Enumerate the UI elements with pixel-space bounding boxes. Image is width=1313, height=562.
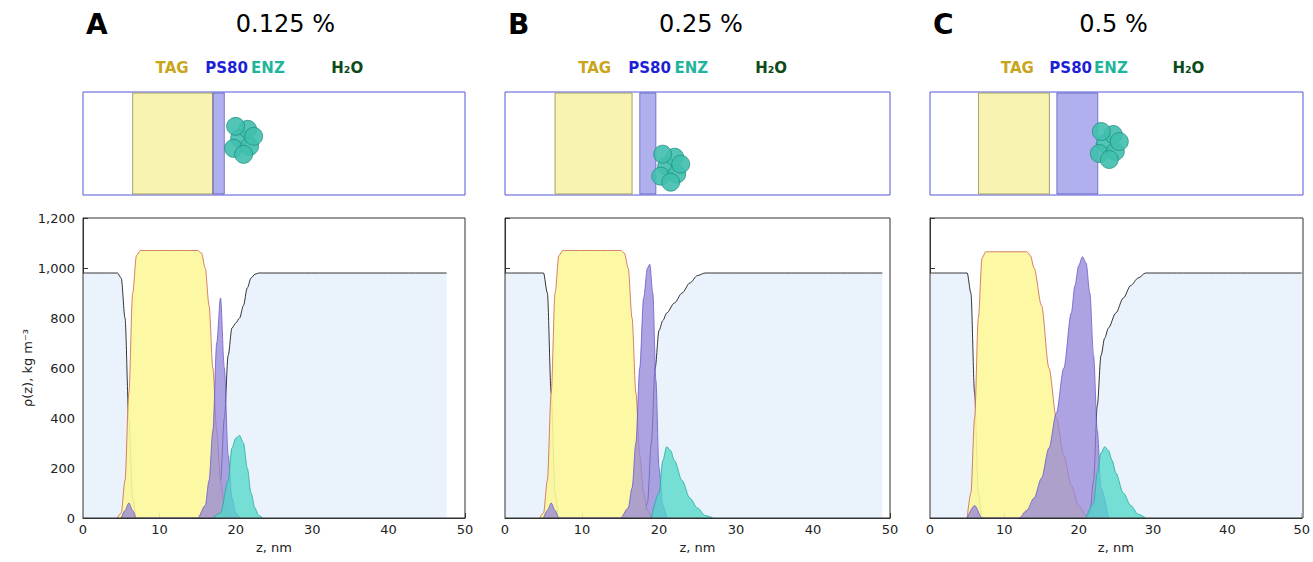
svg-text:ENZ: ENZ <box>1094 59 1128 77</box>
svg-text:ENZ: ENZ <box>251 59 285 77</box>
svg-text:30: 30 <box>1145 522 1162 537</box>
svg-text:0.25 %: 0.25 % <box>659 10 743 38</box>
svg-text:0: 0 <box>926 522 934 537</box>
svg-text:50: 50 <box>457 522 474 537</box>
svg-text:0.125 %: 0.125 % <box>236 10 335 38</box>
svg-text:40: 40 <box>1219 522 1236 537</box>
svg-text:B: B <box>508 8 529 41</box>
svg-text:z, nm: z, nm <box>680 540 716 555</box>
svg-text:200: 200 <box>50 461 75 476</box>
svg-text:0: 0 <box>501 522 509 537</box>
svg-text:z, nm: z, nm <box>256 540 292 555</box>
svg-text:H₂O: H₂O <box>1172 59 1204 77</box>
svg-text:50: 50 <box>1293 522 1310 537</box>
svg-text:ρ(z), kg m⁻³: ρ(z), kg m⁻³ <box>20 329 35 407</box>
svg-text:10: 10 <box>151 522 168 537</box>
svg-text:10: 10 <box>574 522 591 537</box>
svg-text:30: 30 <box>728 522 745 537</box>
svg-text:600: 600 <box>50 361 75 376</box>
svg-text:20: 20 <box>1070 522 1087 537</box>
svg-text:50: 50 <box>882 522 899 537</box>
svg-text:400: 400 <box>50 411 75 426</box>
svg-text:z, nm: z, nm <box>1098 540 1134 555</box>
svg-text:40: 40 <box>805 522 822 537</box>
svg-text:0.5 %: 0.5 % <box>1079 10 1148 38</box>
svg-text:40: 40 <box>380 522 397 537</box>
svg-text:TAG: TAG <box>1001 59 1034 77</box>
svg-text:0: 0 <box>67 511 75 526</box>
svg-text:H₂O: H₂O <box>331 59 363 77</box>
svg-text:20: 20 <box>651 522 668 537</box>
svg-text:PS80: PS80 <box>1049 59 1092 77</box>
svg-text:20: 20 <box>228 522 245 537</box>
svg-text:1,000: 1,000 <box>38 261 75 276</box>
svg-text:30: 30 <box>304 522 321 537</box>
svg-text:0: 0 <box>79 522 87 537</box>
svg-text:TAG: TAG <box>156 59 189 77</box>
svg-text:A: A <box>86 8 108 41</box>
svg-text:H₂O: H₂O <box>755 59 787 77</box>
svg-text:C: C <box>933 8 954 41</box>
svg-text:800: 800 <box>50 311 75 326</box>
svg-text:10: 10 <box>996 522 1013 537</box>
svg-text:ENZ: ENZ <box>674 59 708 77</box>
svg-text:1,200: 1,200 <box>38 211 75 226</box>
svg-text:PS80: PS80 <box>205 59 248 77</box>
svg-text:TAG: TAG <box>578 59 611 77</box>
svg-text:PS80: PS80 <box>628 59 671 77</box>
